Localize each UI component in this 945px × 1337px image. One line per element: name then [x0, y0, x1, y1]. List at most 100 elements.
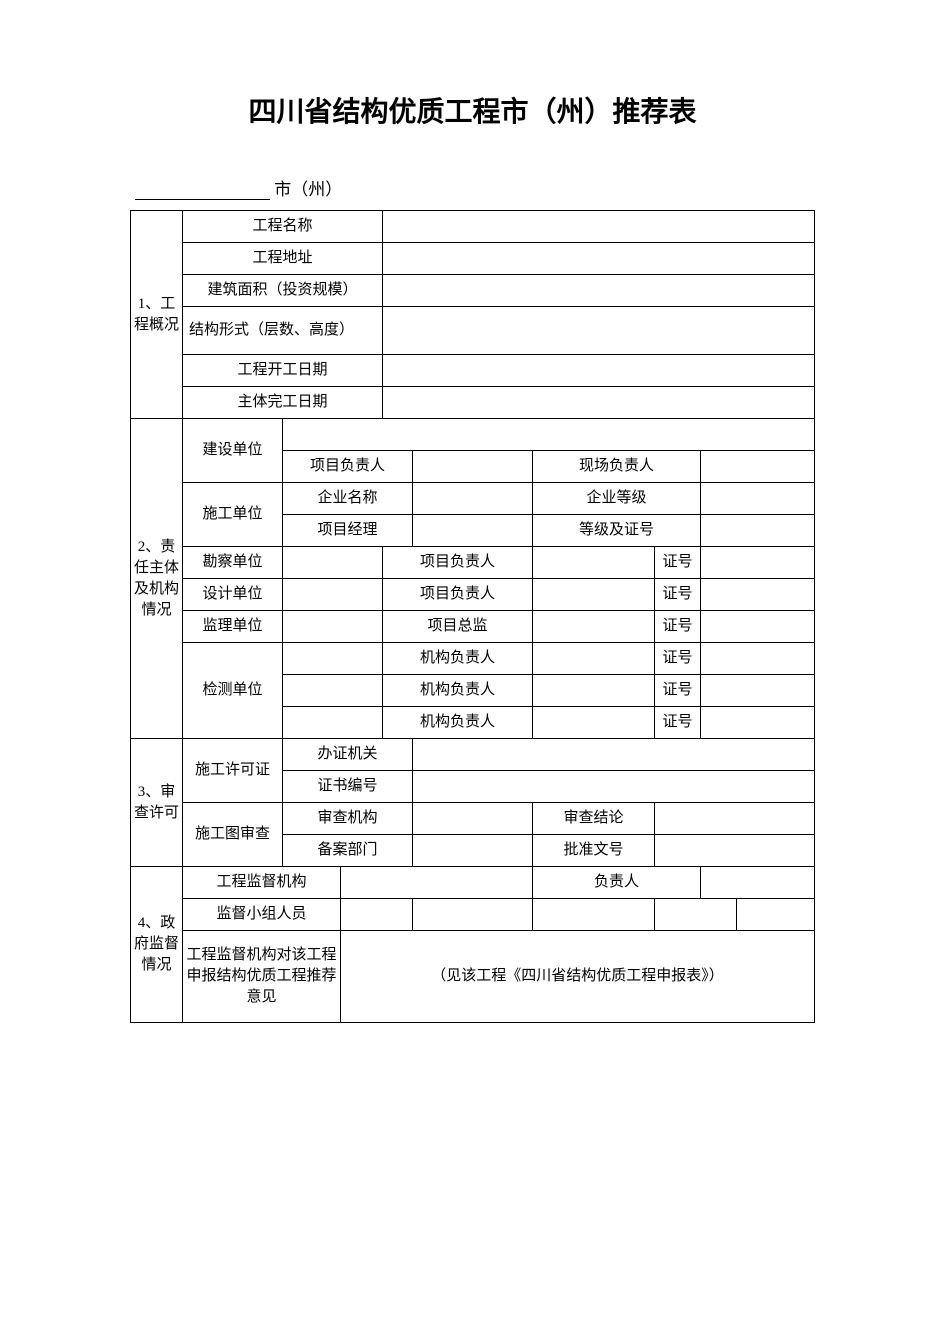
value-company-name — [413, 483, 533, 515]
value-test-cert-2 — [701, 675, 815, 707]
label-build-unit: 建设单位 — [183, 419, 283, 483]
label-director: 负责人 — [533, 867, 701, 899]
label-opinion: 工程监督机构对该工程申报结构优质工程推荐意见 — [183, 931, 341, 1023]
value-address — [383, 243, 815, 275]
label-issue-org: 办证机关 — [283, 739, 413, 771]
value-review-org — [413, 803, 533, 835]
section1-header: 1、工程概况 — [131, 211, 183, 419]
section3-header: 3、审查许可 — [131, 739, 183, 867]
table-row: 工程开工日期 — [131, 355, 815, 387]
value-complete-date — [383, 387, 815, 419]
value-area — [383, 275, 815, 307]
value-survey-leader — [533, 547, 655, 579]
value-survey-cert — [701, 547, 815, 579]
value-director — [701, 867, 815, 899]
table-row: 监理单位 项目总监 证号 — [131, 611, 815, 643]
value-team-2 — [413, 899, 533, 931]
value-project-leader — [413, 451, 533, 483]
subtitle-suffix: 市（州） — [274, 180, 342, 199]
label-review-result: 审查结论 — [533, 803, 655, 835]
value-survey-unit — [283, 547, 383, 579]
label-level-cert: 等级及证号 — [533, 515, 701, 547]
value-test-unit-1 — [283, 643, 383, 675]
table-row: 监督小组人员 — [131, 899, 815, 931]
label-org-leader-1: 机构负责人 — [383, 643, 533, 675]
value-build-unit — [283, 419, 815, 451]
label-filing-dept: 备案部门 — [283, 835, 413, 867]
label-design-cert: 证号 — [655, 579, 701, 611]
label-site-leader: 现场负责人 — [533, 451, 701, 483]
label-complete-date: 主体完工日期 — [183, 387, 383, 419]
section4-header: 4、政府监督情况 — [131, 867, 183, 1023]
value-org-leader-3 — [533, 707, 655, 739]
label-drawing-review: 施工图审查 — [183, 803, 283, 867]
value-org-leader-1 — [533, 643, 655, 675]
page-title: 四川省结构优质工程市（州）推荐表 — [130, 90, 815, 130]
section2-header: 2、责任主体及机构情况 — [131, 419, 183, 739]
label-survey-unit: 勘察单位 — [183, 547, 283, 579]
value-supervise-org — [341, 867, 533, 899]
value-supervise-cert — [701, 611, 815, 643]
label-project-manager: 项目经理 — [283, 515, 413, 547]
table-row: 主体完工日期 — [131, 387, 815, 419]
table-row: 工程监督机构对该工程申报结构优质工程推荐意见 （见该工程《四川省结构优质工程申报… — [131, 931, 815, 1023]
table-row: 施工图审查 审查机构 审查结论 — [131, 803, 815, 835]
table-row: 3、审查许可 施工许可证 办证机关 — [131, 739, 815, 771]
value-company-level — [701, 483, 815, 515]
value-design-cert — [701, 579, 815, 611]
value-supervise-unit — [283, 611, 383, 643]
value-issue-org — [413, 739, 815, 771]
label-design-unit: 设计单位 — [183, 579, 283, 611]
label-supervise-unit: 监理单位 — [183, 611, 283, 643]
label-supervise-org: 工程监督机构 — [183, 867, 341, 899]
label-org-leader-2: 机构负责人 — [383, 675, 533, 707]
value-test-cert-3 — [701, 707, 815, 739]
label-structure: 结构形式（层数、高度） — [183, 307, 383, 355]
label-design-leader: 项目负责人 — [383, 579, 533, 611]
label-test-cert-2: 证号 — [655, 675, 701, 707]
value-site-leader — [701, 451, 815, 483]
value-approval-no — [655, 835, 815, 867]
document-page: 四川省结构优质工程市（州）推荐表 市（州） 1、工程概况 工程名称 — [0, 0, 945, 1023]
table-row: 2、责任主体及机构情况 建设单位 — [131, 419, 815, 451]
table-row: 建筑面积（投资规模） — [131, 275, 815, 307]
label-project-director: 项目总监 — [383, 611, 533, 643]
label-company-name: 企业名称 — [283, 483, 413, 515]
label-cert-number: 证书编号 — [283, 771, 413, 803]
value-cert-number — [413, 771, 815, 803]
label-test-cert-3: 证号 — [655, 707, 701, 739]
label-team-members: 监督小组人员 — [183, 899, 341, 931]
value-team-3 — [533, 899, 655, 931]
city-blank-line — [135, 182, 270, 200]
label-project-leader: 项目负责人 — [283, 451, 413, 483]
label-org-leader-3: 机构负责人 — [383, 707, 533, 739]
value-org-leader-2 — [533, 675, 655, 707]
table-row: 勘察单位 项目负责人 证号 — [131, 547, 815, 579]
value-team-4 — [655, 899, 737, 931]
value-team-5 — [737, 899, 815, 931]
value-design-leader — [533, 579, 655, 611]
table-row: 设计单位 项目负责人 证号 — [131, 579, 815, 611]
table-row: 工程地址 — [131, 243, 815, 275]
value-team-1 — [341, 899, 413, 931]
label-supervise-cert: 证号 — [655, 611, 701, 643]
value-filing-dept — [413, 835, 533, 867]
label-project-name: 工程名称 — [183, 211, 383, 243]
value-project-name — [383, 211, 815, 243]
value-level-cert — [701, 515, 815, 547]
label-survey-cert: 证号 — [655, 547, 701, 579]
value-test-unit-3 — [283, 707, 383, 739]
table-row: 4、政府监督情况 工程监督机构 负责人 — [131, 867, 815, 899]
label-permit: 施工许可证 — [183, 739, 283, 803]
table-row: 1、工程概况 工程名称 — [131, 211, 815, 243]
label-address: 工程地址 — [183, 243, 383, 275]
opinion-note: （见该工程《四川省结构优质工程申报表》） — [341, 931, 815, 1023]
label-review-org: 审查机构 — [283, 803, 413, 835]
subtitle-row: 市（州） — [130, 175, 815, 200]
value-test-cert-1 — [701, 643, 815, 675]
value-project-director — [533, 611, 655, 643]
value-structure — [383, 307, 815, 355]
value-test-unit-2 — [283, 675, 383, 707]
label-start-date: 工程开工日期 — [183, 355, 383, 387]
table-row: 检测单位 机构负责人 证号 — [131, 643, 815, 675]
